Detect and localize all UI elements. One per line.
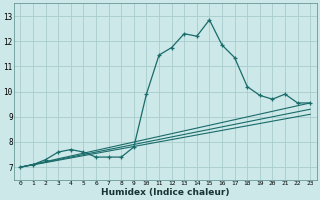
X-axis label: Humidex (Indice chaleur): Humidex (Indice chaleur) — [101, 188, 229, 197]
